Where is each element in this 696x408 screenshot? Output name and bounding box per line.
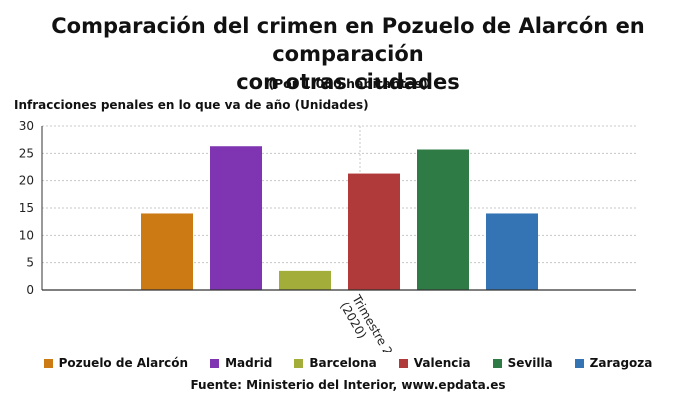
- y-tick-label: 5: [26, 256, 34, 270]
- legend-item: Zaragoza: [574, 356, 653, 370]
- y-tick-label: 15: [19, 201, 34, 215]
- bar-valencia: [348, 173, 400, 290]
- source-note: Fuente: Ministerio del Interior, www.epd…: [190, 378, 506, 392]
- legend-swatch: [43, 358, 53, 368]
- legend-label: Zaragoza: [589, 356, 653, 370]
- bar-barcelona: [279, 270, 331, 290]
- legend-item: Sevilla: [492, 356, 553, 370]
- x-tick-label: Trimestre 2(2020): [337, 292, 395, 352]
- legend: Pozuelo de Alarcón Madrid Barcelona Valenci…: [0, 356, 696, 370]
- y-tick-label: 20: [19, 174, 34, 188]
- bar-chart: 0 5 10 15 20 25 30 Trimestre 2(2020): [19, 119, 636, 352]
- legend-swatch: [492, 358, 502, 368]
- chart-title-line-1: Comparación del crimen en Pozuelo de Ala…: [51, 14, 645, 66]
- bar-pozuelo-de-alarc-n: [141, 213, 193, 290]
- chart-subtitle: (Por 1.000 habitantes): [268, 76, 428, 91]
- bar-sevilla: [417, 149, 469, 290]
- legend-label: Pozuelo de Alarcón: [58, 356, 189, 370]
- legend-item: Valencia: [398, 356, 471, 370]
- legend-swatch: [574, 358, 584, 368]
- legend-label: Sevilla: [507, 356, 553, 370]
- legend-swatch: [294, 358, 304, 368]
- chart-title: Comparación del crimen en Pozuelo de Ala…: [0, 12, 696, 96]
- legend-item: Barcelona: [294, 356, 377, 370]
- bar-zaragoza: [486, 213, 538, 290]
- legend-label: Barcelona: [309, 356, 377, 370]
- y-tick-label: 25: [19, 146, 34, 160]
- y-tick-label: 0: [26, 283, 34, 297]
- legend-item: Pozuelo de Alarcón: [43, 356, 189, 370]
- chart-title-line-2: con otras ciudades: [236, 70, 460, 94]
- y-tick-label: 10: [19, 228, 34, 242]
- y-tick-label: 30: [19, 119, 34, 133]
- legend-label: Madrid: [225, 356, 273, 370]
- bar-madrid: [210, 146, 262, 290]
- legend-swatch: [398, 358, 408, 368]
- legend-label: Valencia: [413, 356, 471, 370]
- legend-swatch: [210, 358, 220, 368]
- legend-item: Madrid: [210, 356, 272, 370]
- y-axis-label: Infracciones penales en lo que va de año…: [14, 98, 369, 112]
